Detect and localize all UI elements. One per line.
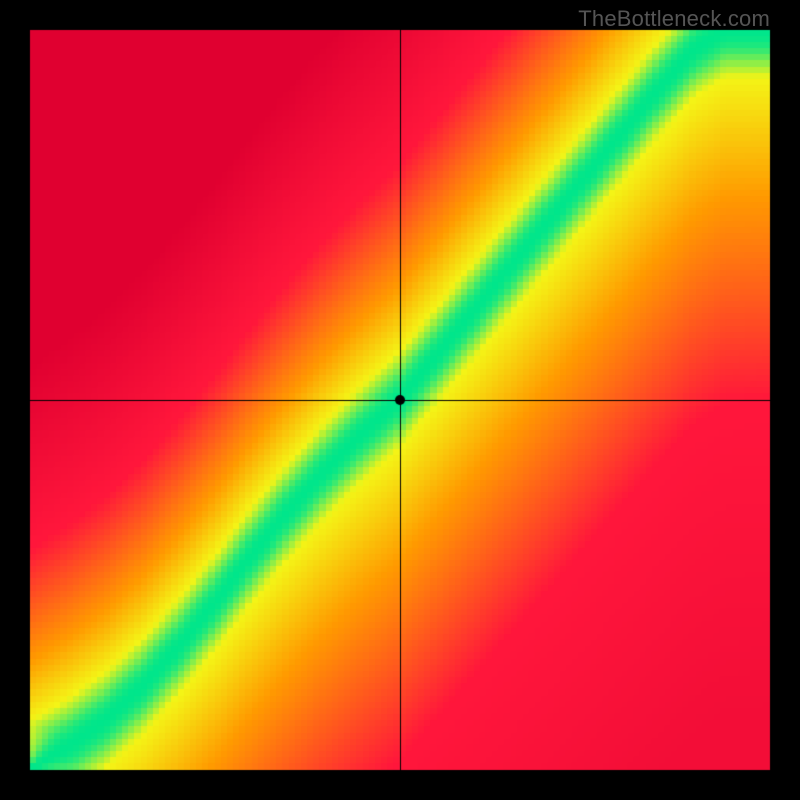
chart-container: TheBottleneck.com	[0, 0, 800, 800]
watermark-text: TheBottleneck.com	[578, 6, 770, 32]
bottleneck-heatmap	[0, 0, 800, 800]
